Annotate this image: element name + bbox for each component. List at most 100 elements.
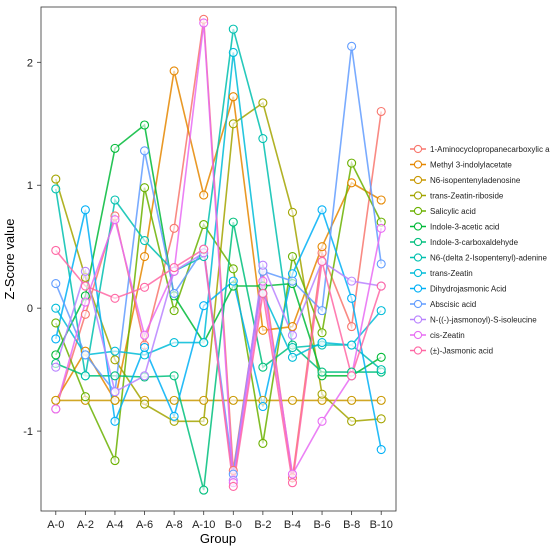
data-point [347, 322, 357, 332]
legend-key-marker [413, 237, 423, 247]
legend-label: Dihydrojasmonic Acid [430, 285, 506, 294]
data-point [376, 223, 386, 233]
legend-key-marker [413, 268, 423, 278]
data-point [80, 266, 90, 276]
x-tick-label: A-4 [106, 519, 123, 531]
data-point [287, 330, 298, 340]
data-point [139, 236, 150, 246]
data-point [347, 293, 357, 303]
data-point [258, 325, 268, 335]
data-point [139, 330, 150, 340]
data-point [347, 340, 357, 350]
data-point [139, 350, 150, 360]
x-tick-label: A-8 [166, 519, 183, 531]
data-point [228, 276, 238, 286]
series-line [55, 101, 382, 423]
data-point [139, 342, 150, 353]
data-point [169, 306, 179, 316]
data-point [139, 251, 150, 262]
data-point [228, 264, 238, 274]
x-tick-label: B-10 [370, 519, 393, 531]
legend-label: Indole-3-acetic acid [430, 223, 499, 232]
data-point [80, 205, 90, 215]
data-point [317, 367, 327, 377]
series-line [55, 247, 382, 487]
legend-key-marker [413, 330, 423, 340]
legend-key-marker [413, 175, 423, 185]
data-point [110, 355, 120, 365]
x-axis-title: Group [200, 531, 236, 546]
data-point [51, 350, 61, 360]
data-point [287, 352, 298, 362]
y-axis-title: Z-Score value [2, 219, 17, 300]
data-point [80, 392, 90, 402]
data-point [199, 416, 209, 426]
x-tick-label: B-2 [254, 519, 271, 531]
data-point [169, 223, 179, 233]
data-point [199, 301, 209, 311]
data-point [139, 371, 150, 381]
data-point [110, 293, 120, 303]
legend-key-marker [413, 222, 423, 231]
legend-label: N6-isopentenyladenosine [430, 176, 521, 185]
data-point [317, 338, 327, 348]
data-point [199, 395, 209, 405]
x-tick-label: B-0 [225, 519, 242, 531]
data-point [317, 242, 327, 252]
legend-label: trans-Zeatin-riboside [430, 192, 504, 201]
data-point [258, 438, 268, 448]
data-point [376, 281, 386, 291]
series-line [55, 52, 382, 359]
data-point [139, 282, 150, 292]
data-point [199, 220, 209, 230]
x-tick-label: A-0 [47, 519, 64, 531]
data-point [169, 66, 179, 76]
data-point [228, 47, 238, 58]
y-axis: -1 0 1 2 [23, 57, 41, 438]
series-line [55, 22, 382, 483]
data-point [287, 251, 298, 262]
legend-label: (±)-Jasmonic acid [430, 347, 493, 356]
data-point [347, 178, 357, 188]
data-point [139, 120, 150, 130]
legend-key-marker [413, 253, 423, 262]
data-point [317, 328, 327, 338]
data-point [287, 276, 298, 286]
data-point [199, 485, 209, 495]
data-point [258, 133, 268, 144]
data-point [80, 297, 90, 307]
data-point [228, 217, 238, 227]
x-tick-label: A-6 [136, 519, 153, 531]
data-point [169, 338, 179, 348]
data-point [51, 303, 61, 313]
data-point [51, 404, 61, 414]
data-point [317, 256, 327, 267]
data-point [228, 119, 238, 129]
data-point [347, 276, 357, 286]
series-line [55, 123, 382, 377]
data-point [347, 41, 357, 51]
data-point [376, 365, 386, 375]
legend-label: trans-Zeatin [430, 269, 473, 278]
x-tick-label: A-2 [77, 519, 94, 531]
legend-label: N6-(delta 2-Isopentenyl)-adenine [430, 254, 548, 263]
legend-label: 1-Aminocyclopropanecarboxylic acid [430, 145, 550, 154]
data-point [51, 174, 61, 184]
legend-label: Salicylic acid [430, 207, 476, 216]
data-point [287, 478, 298, 488]
legend-key-marker [413, 160, 423, 169]
data-point [80, 371, 90, 381]
data-point [169, 411, 179, 421]
data-point [317, 306, 327, 316]
data-point [110, 456, 120, 466]
legend-key-marker [413, 206, 423, 216]
data-point [376, 306, 386, 316]
data-point [80, 309, 90, 319]
y-tick-label: 0 [27, 303, 33, 315]
data-point [317, 416, 327, 426]
data-point [258, 276, 268, 286]
data-point [139, 146, 150, 156]
x-axis: A-0 A-2 A-4 A-6 A-8 A-10 B-0 B-2 B-4 B-6 B-8 B-10 [47, 511, 393, 531]
data-point [287, 207, 298, 217]
data-point [51, 279, 61, 289]
